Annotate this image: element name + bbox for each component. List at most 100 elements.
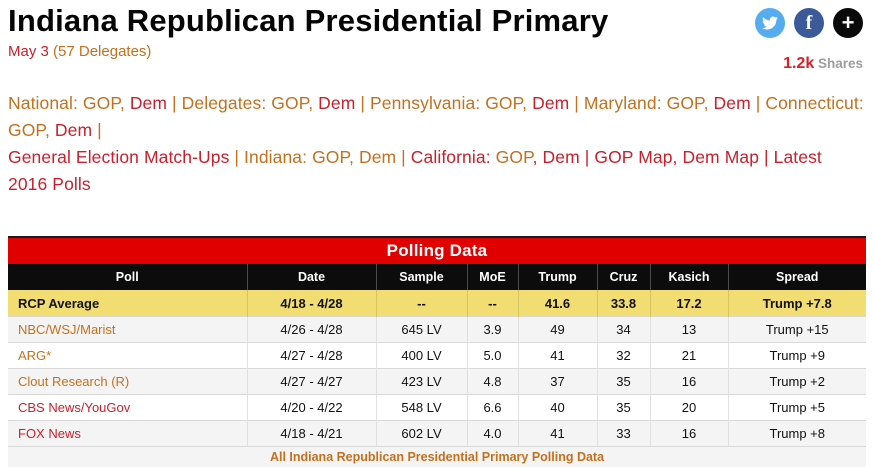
cell-spread: Trump +8 xyxy=(727,420,866,446)
more-share-button[interactable]: + xyxy=(833,8,863,38)
nav-separator: , xyxy=(44,120,55,140)
nav-link[interactable]: Dem xyxy=(713,93,751,113)
nav-link[interactable]: GOP Map xyxy=(594,147,673,167)
cell-date: 4/18 - 4/28 xyxy=(246,290,376,317)
nav-separator: | xyxy=(229,147,245,167)
nav-separator: | xyxy=(750,93,766,113)
poll-link[interactable]: NBC/WSJ/Marist xyxy=(18,322,116,337)
cell-cruz: 35 xyxy=(596,394,650,421)
table-row: Clout Research (R) 4/27 - 4/27 423 LV 4.8 37… xyxy=(8,368,866,395)
nav-link[interactable]: Delegates: GOP xyxy=(181,93,309,113)
cell-sample: 548 LV xyxy=(375,394,467,421)
polling-data-table: Polling Data Poll Date Sample MoE Trump Cruz K… xyxy=(8,236,866,467)
cell-poll: NBC/WSJ/Marist xyxy=(8,316,247,343)
nav-link[interactable]: GOP xyxy=(495,147,533,167)
cell-kasich: 20 xyxy=(649,394,728,421)
cell-trump: 40 xyxy=(517,394,597,421)
nav-separator: | xyxy=(569,93,584,113)
cell-moe: 4.8 xyxy=(466,368,518,395)
nav-separator: | xyxy=(167,93,182,113)
cell-moe: -- xyxy=(466,290,518,317)
cell-trump: 41 xyxy=(517,342,597,369)
cell-date: 4/26 - 4/28 xyxy=(246,316,376,343)
table-row: CBS News/YouGov 4/20 - 4/22 548 LV 6.6 40 35 2… xyxy=(8,394,866,421)
nav-link[interactable]: Dem xyxy=(129,93,168,113)
nav-link[interactable]: Pennsylvania: GOP xyxy=(369,93,523,113)
cell-moe: 4.0 xyxy=(466,420,518,446)
nav-link[interactable]: General Election Match-Ups xyxy=(8,147,230,167)
cell-kasich: 16 xyxy=(649,368,728,395)
column-header-kasich: Kasich xyxy=(649,264,728,290)
cell-trump: 49 xyxy=(517,316,597,343)
table-row: FOX News 4/18 - 4/21 602 LV 4.0 41 33 16 Trump … xyxy=(8,420,866,446)
cell-kasich: 17.2 xyxy=(649,290,728,317)
nav-separator: , xyxy=(532,147,543,167)
cell-kasich: 13 xyxy=(649,316,728,343)
nav-line-1: National: GOP, Dem | Delegates: GOP, Dem… xyxy=(8,90,866,144)
share-count: 1.2k xyxy=(783,55,815,72)
cell-sample: 400 LV xyxy=(375,342,467,369)
poll-link[interactable]: FOX News xyxy=(18,426,81,441)
cell-poll: RCP Average xyxy=(8,290,247,317)
cell-kasich: 16 xyxy=(649,420,728,446)
twitter-share-button[interactable] xyxy=(755,8,785,38)
nav-link[interactable]: Connecticut: GOP xyxy=(8,93,864,140)
nav-separator: | xyxy=(355,93,370,113)
nav-link[interactable]: Dem xyxy=(532,93,570,113)
nav-link[interactable]: California: xyxy=(410,147,491,167)
nav-link[interactable]: Dem Map xyxy=(682,147,760,167)
nav-separator: , xyxy=(349,147,359,167)
cell-poll: Clout Research (R) xyxy=(8,368,247,395)
nav-separator: , xyxy=(703,93,714,113)
column-header-moe: MoE xyxy=(466,264,518,290)
all-polling-data-link[interactable]: All Indiana Republican Presidential Prim… xyxy=(8,446,866,467)
column-header-date: Date xyxy=(246,264,376,290)
nav-link[interactable]: Dem xyxy=(318,93,356,113)
nav-link[interactable]: Latest 2016 Polls xyxy=(8,147,822,194)
poll-link[interactable]: ARG* xyxy=(18,348,52,363)
cell-moe: 3.9 xyxy=(466,316,518,343)
column-header-poll: Poll xyxy=(115,270,139,284)
poll-navigation: National: GOP, Dem | Delegates: GOP, Dem… xyxy=(8,90,866,198)
nav-link[interactable]: Dem xyxy=(358,147,397,167)
nav-link[interactable]: Dem xyxy=(54,120,93,140)
cell-kasich: 21 xyxy=(649,342,728,369)
cell-poll: FOX News xyxy=(8,420,247,446)
table-header-row: Poll Date Sample MoE Trump Cruz Kasich Spread xyxy=(8,264,866,290)
share-count-label: Shares xyxy=(814,56,863,71)
nav-separator: , xyxy=(522,93,533,113)
cell-spread: Trump +9 xyxy=(727,342,866,369)
nav-link[interactable]: Dem xyxy=(542,147,580,167)
column-header-spread: Spread xyxy=(727,264,866,290)
cell-sample: -- xyxy=(375,290,467,317)
cell-date: 4/27 - 4/27 xyxy=(246,368,376,395)
cell-sample: 645 LV xyxy=(375,316,467,343)
poll-link[interactable]: Clout Research (R) xyxy=(18,374,130,389)
delegate-count: (57 Delegates) xyxy=(48,43,152,60)
cell-sample: 602 LV xyxy=(375,420,467,446)
facebook-share-button[interactable]: f xyxy=(794,8,824,38)
nav-separator: , xyxy=(672,147,683,167)
nav-link[interactable]: Indiana: GOP xyxy=(244,147,350,167)
nav-separator: | xyxy=(579,147,595,167)
cell-date: 4/27 - 4/28 xyxy=(246,342,376,369)
polling-data-banner: Polling Data xyxy=(8,238,866,264)
cell-spread: Trump +7.8 xyxy=(727,290,866,317)
cell-poll: ARG* xyxy=(8,342,247,369)
primary-date: May 3 xyxy=(8,43,49,60)
nav-separator: | xyxy=(759,147,774,167)
cell-poll: CBS News/YouGov xyxy=(8,394,247,421)
subtitle: May 3 (57 Delegates) xyxy=(8,43,866,61)
nav-link[interactable]: National: GOP xyxy=(8,93,120,113)
cell-cruz: 34 xyxy=(596,316,650,343)
facebook-icon: f xyxy=(805,11,813,34)
cell-date: 4/18 - 4/21 xyxy=(246,420,376,446)
nav-link[interactable]: Maryland: GOP xyxy=(583,93,704,113)
nav-separator: | xyxy=(92,120,102,140)
poll-link[interactable]: CBS News/YouGov xyxy=(18,400,131,415)
cell-moe: 6.6 xyxy=(466,394,518,421)
share-count-line: 1.2k Shares xyxy=(755,55,863,73)
cell-moe: 5.0 xyxy=(466,342,518,369)
page-title: Indiana Republican Presidential Primary xyxy=(8,3,609,38)
column-header-trump: Trump xyxy=(517,264,597,290)
